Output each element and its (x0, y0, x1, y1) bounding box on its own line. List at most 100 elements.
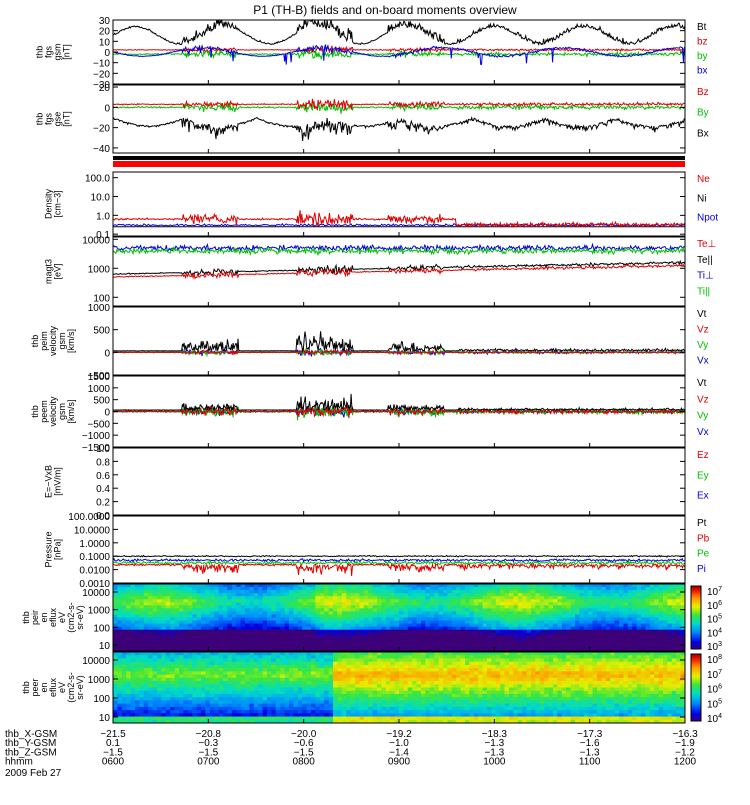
spec-cell-8 (280, 605, 285, 608)
spec-cell-8 (351, 596, 356, 599)
spec-cell-8 (214, 630, 219, 633)
spec-cell-8 (641, 599, 646, 602)
spec-cell-9 (478, 704, 483, 708)
spec-cell-8 (518, 624, 523, 627)
spec-cell-9 (469, 691, 474, 695)
spec-cell-9 (452, 691, 457, 695)
spec-cell-8 (346, 599, 351, 602)
spec-cell-8 (549, 627, 554, 630)
spec-cell-9 (245, 671, 250, 675)
spec-cell-8 (263, 587, 268, 590)
spec-cell-8 (183, 608, 188, 611)
spec-cell-9 (245, 665, 250, 669)
spec-cell-8 (659, 599, 664, 602)
spec-cell-9 (249, 671, 254, 675)
spec-cell-8 (320, 611, 325, 614)
spec-cell-8 (170, 587, 175, 590)
spec-cell-9 (267, 707, 272, 711)
spec-cell-9 (368, 713, 373, 717)
spec-cell-8 (522, 596, 527, 599)
spec-cell-8 (302, 611, 307, 614)
spec-cell-8 (571, 618, 576, 621)
spec-cell-8 (298, 627, 303, 630)
spec-cell-8 (351, 624, 356, 627)
spec-cell-9 (214, 684, 219, 688)
spec-cell-8 (249, 639, 254, 642)
spec-cell-8 (157, 614, 162, 617)
spec-cell-8 (241, 627, 246, 630)
spec-cell-8 (285, 596, 290, 599)
spec-cell-9 (179, 652, 184, 656)
spec-cell-8 (166, 593, 171, 596)
spec-cell-8 (175, 630, 180, 633)
spec-cell-8 (351, 621, 356, 624)
spec-cell-9 (223, 655, 228, 659)
spec-cell-8 (223, 642, 228, 645)
spec-cell-8 (298, 611, 303, 614)
spec-cell-9 (522, 710, 527, 714)
spec-cell-8 (113, 639, 118, 642)
spec-cell-8 (179, 645, 184, 648)
spec-cell-8 (241, 645, 246, 648)
spec-cell-9 (131, 700, 136, 704)
spec-cell-9 (214, 665, 219, 669)
spec-cell-8 (315, 636, 320, 639)
spec-cell-8 (329, 605, 334, 608)
spec-cell-8 (263, 639, 268, 642)
spec-cell-9 (276, 668, 281, 672)
spec-cell-8 (346, 642, 351, 645)
spec-cell-8 (425, 636, 430, 639)
spec-cell-9 (223, 658, 228, 662)
spec-cell-8 (663, 599, 668, 602)
spec-cell-9 (144, 658, 149, 662)
spec-cell-8 (513, 621, 518, 624)
spec-cell-9 (241, 665, 246, 669)
spec-cell-9 (425, 675, 430, 679)
spec-cell-8 (183, 614, 188, 617)
spec-cell-9 (249, 713, 254, 717)
spec-cell-9 (324, 691, 329, 695)
spec-cell-9 (179, 681, 184, 685)
spec-cell-8 (285, 614, 290, 617)
spec-cell-8 (439, 621, 444, 624)
spec-cell-9 (430, 668, 435, 672)
spec-cell-8 (117, 627, 122, 630)
spec-cell-8 (113, 636, 118, 639)
spec-cell-9 (298, 671, 303, 675)
spec-cell-9 (311, 688, 316, 692)
spec-cell-9 (153, 717, 158, 721)
spec-cell-9 (302, 688, 307, 692)
series-Pt (113, 555, 685, 557)
spec-cell-9 (430, 707, 435, 711)
spec-cell-8 (271, 605, 276, 608)
spec-cell-8 (562, 642, 567, 645)
spec-cell-9 (434, 710, 439, 714)
spec-cell-9 (364, 700, 369, 704)
spec-cell-9 (315, 697, 320, 701)
spec-cell-8 (267, 624, 272, 627)
spec-cell-9 (496, 675, 501, 679)
spec-cell-8 (373, 599, 378, 602)
spec-cell-9 (509, 678, 514, 682)
spec-cell-8 (403, 645, 408, 648)
spec-cell-9 (518, 700, 523, 704)
spec-cell-8 (610, 587, 615, 590)
spec-cell-9 (148, 652, 153, 656)
spec-cell-9 (522, 697, 527, 701)
spec-cell-8 (175, 633, 180, 636)
spec-cell-8 (399, 614, 404, 617)
spec-cell-9 (232, 717, 237, 721)
spec-cell-9 (126, 717, 131, 721)
spec-cell-9 (346, 707, 351, 711)
spec-cell-8 (513, 596, 518, 599)
spec-cell-8 (179, 584, 184, 587)
spec-cell-8 (175, 618, 180, 621)
spec-cell-8 (474, 618, 479, 621)
spec-cell-8 (553, 584, 558, 587)
spec-cell-9 (293, 717, 298, 721)
spec-cell-9 (293, 713, 298, 717)
spec-cell-9 (298, 688, 303, 692)
spec-cell-8 (232, 639, 237, 642)
spec-cell-9 (320, 668, 325, 672)
spec-cell-8 (258, 636, 263, 639)
